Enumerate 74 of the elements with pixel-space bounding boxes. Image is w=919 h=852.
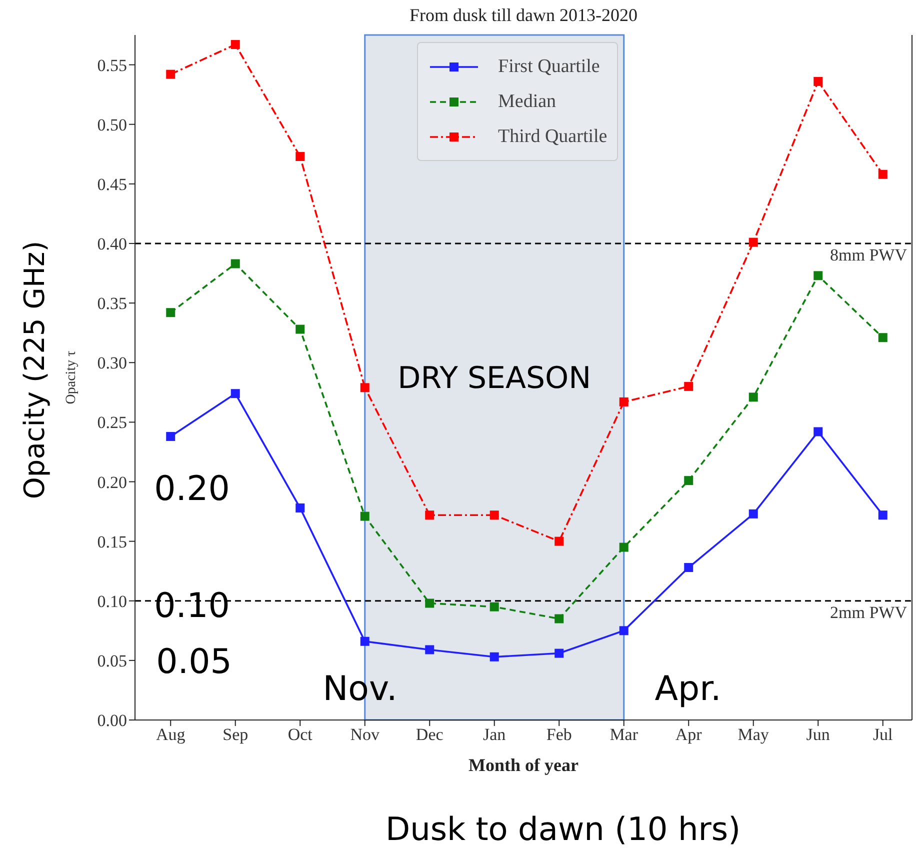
point [490, 652, 499, 662]
point [748, 392, 758, 402]
point [296, 503, 305, 512]
band-label: DRY SEASON [398, 361, 592, 396]
point [166, 308, 176, 318]
legend-label: Median [498, 90, 556, 112]
y-tick-label: 0.30 [97, 354, 127, 373]
y-tick-label: 0.35 [97, 294, 127, 314]
point [684, 563, 694, 572]
point [554, 648, 564, 658]
x-axis-title: Month of year [468, 755, 578, 775]
x-tick-label: Aug [156, 725, 186, 744]
point [554, 614, 564, 624]
x-tick-label: Sep [222, 725, 248, 744]
point [684, 382, 694, 391]
point [296, 152, 305, 162]
x-tick-label: Nov [350, 725, 380, 744]
x-tick-label: Feb [546, 725, 572, 744]
chart-title: From dusk till dawn 2013-2020 [408, 5, 638, 26]
y-tick-label: 0.25 [97, 413, 127, 432]
y-tick-label: 0.00 [97, 711, 127, 730]
y-axis-title: Opacity τ [64, 350, 79, 404]
point [296, 324, 305, 334]
y-tick-label: 0.15 [97, 532, 127, 552]
point [230, 40, 240, 50]
y-tick-label: 0.45 [97, 174, 127, 194]
point [425, 645, 434, 654]
point [619, 626, 628, 636]
x-tick-label: Jun [806, 725, 830, 744]
text: Dusk to dawn (10 hrs) [385, 810, 741, 848]
point [748, 238, 758, 247]
y-tick-label: 0.55 [97, 56, 127, 75]
point [425, 510, 434, 520]
point [490, 602, 499, 612]
point [748, 509, 758, 518]
point [878, 170, 888, 179]
text: Opacity (225 GHz) [18, 240, 51, 500]
annotation: Apr. [654, 669, 722, 709]
x-tick-label: Oct [288, 725, 313, 744]
y-tick-label: 0.10 [97, 592, 127, 611]
point [360, 512, 370, 521]
annotation: 0.20 [154, 469, 230, 509]
y-tick-label: 0.20 [97, 472, 127, 492]
x-tick-label: Apr [675, 725, 702, 744]
y-tick-label: 0.50 [97, 115, 127, 134]
y-tick-label: 0.40 [97, 234, 127, 254]
annotation: 0.05 [156, 642, 232, 682]
legend-label: Third Quartile [498, 126, 608, 148]
point [360, 636, 370, 646]
point [878, 333, 888, 342]
point [490, 510, 499, 520]
x-tick-label: Jan [483, 725, 506, 744]
point [878, 510, 888, 520]
x-tick-label: Jul [872, 725, 894, 744]
x-tick-label: May [738, 725, 770, 744]
x-tick-label: Mar [610, 725, 638, 744]
point [230, 389, 240, 398]
point [619, 542, 628, 552]
y-tick-label: 0.05 [97, 651, 127, 670]
legend-label: First Quartile [498, 56, 600, 78]
point [619, 397, 628, 406]
point [814, 76, 823, 86]
point [166, 70, 176, 79]
x-tick-label: Dec [416, 725, 444, 744]
point [814, 271, 823, 280]
point [684, 476, 694, 486]
point [166, 432, 176, 441]
ref-line-label: 8mm PWV [830, 246, 908, 265]
point [230, 259, 240, 268]
point [814, 427, 823, 436]
point [425, 598, 434, 608]
point [360, 383, 370, 392]
ref-line-label: 2mm PWV [830, 602, 908, 622]
point [554, 536, 564, 546]
